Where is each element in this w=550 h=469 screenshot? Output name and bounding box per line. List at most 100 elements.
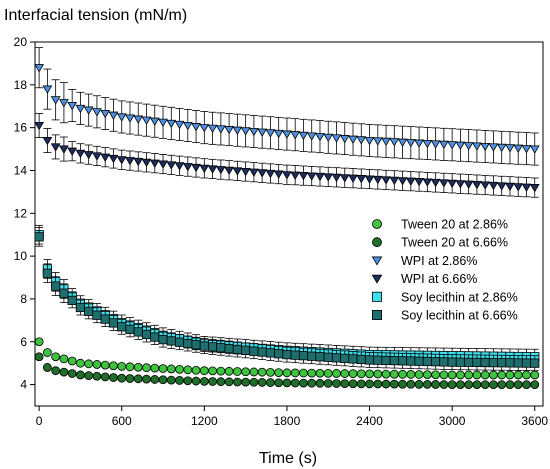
data-point [175,376,184,385]
data-point [529,184,540,193]
data-point [505,144,515,153]
data-point [76,370,85,380]
data-point [182,163,193,172]
data-point [348,354,358,364]
data-point [331,134,342,143]
data-point [133,157,144,167]
data-point [422,178,433,187]
data-point [505,370,515,380]
data-point [447,370,457,380]
data-point [339,174,350,183]
data-point [521,183,532,192]
data-point [125,374,135,383]
data-point [149,159,160,168]
data-point [431,357,441,367]
data-point [464,380,474,389]
data-point [348,379,358,389]
data-point [150,332,160,342]
data-point [125,157,135,166]
data-point [207,342,218,352]
data-point [216,343,226,353]
data-point [100,360,110,370]
data-point [364,136,375,146]
data-point [133,362,143,372]
data-point [447,141,458,150]
data-point [323,133,334,143]
data-point [306,172,317,181]
data-point [431,380,441,389]
data-point [108,318,119,328]
data-point [315,378,325,388]
data-point [224,166,235,176]
data-point [315,352,325,362]
data-point [274,349,284,359]
series-4 [34,113,540,198]
data-point [232,167,243,176]
data-point [92,108,102,117]
data-point [92,152,102,161]
data-point [241,345,251,355]
data-point [497,380,507,389]
data-point [299,368,308,378]
data-point [340,353,350,363]
data-point [447,179,458,189]
data-point [522,370,531,380]
data-point [273,129,284,139]
data-point [274,368,284,377]
data-point [480,370,490,380]
data-point [405,177,416,186]
data-point [389,138,400,147]
series-1 [34,337,540,380]
data-point [422,370,432,380]
data-point [141,158,152,168]
data-point [389,369,399,379]
data-point [248,168,259,177]
data-point [265,129,276,138]
data-point [158,335,168,345]
x-tick-label: 600 [112,414,132,428]
data-point [306,132,317,141]
data-point [133,115,144,124]
data-point [100,153,111,162]
x-tick-label: 3600 [521,414,548,428]
data-point [191,365,201,375]
data-point [59,367,69,377]
data-point [34,121,45,131]
series-6 [34,227,540,372]
data-point [356,369,366,379]
data-point [232,367,242,376]
data-point [67,356,77,366]
data-point [339,135,350,144]
data-point [182,121,193,131]
data-point [166,375,176,385]
data-point [439,357,449,367]
data-point [488,181,499,191]
data-point [84,359,94,369]
data-point [439,370,449,380]
data-point [125,362,135,372]
y-tick-label: 6 [20,335,27,349]
data-point [472,357,482,368]
data-point [307,378,317,388]
data-point [356,354,366,365]
data-point [248,127,259,137]
data-point [166,161,177,170]
data-point [348,135,358,144]
data-point [199,341,209,351]
data-point [133,374,143,384]
data-point [59,99,69,108]
data-point [92,371,102,381]
data-point [117,373,127,383]
data-point [397,138,408,147]
plot-frame [34,41,544,407]
data-point [83,151,94,160]
data-point [34,352,44,362]
data-point [224,366,234,376]
data-point [513,380,523,389]
data-point [397,177,408,186]
data-point [389,379,399,389]
data-point [447,357,457,367]
data-point [241,377,251,387]
data-point [290,368,300,378]
